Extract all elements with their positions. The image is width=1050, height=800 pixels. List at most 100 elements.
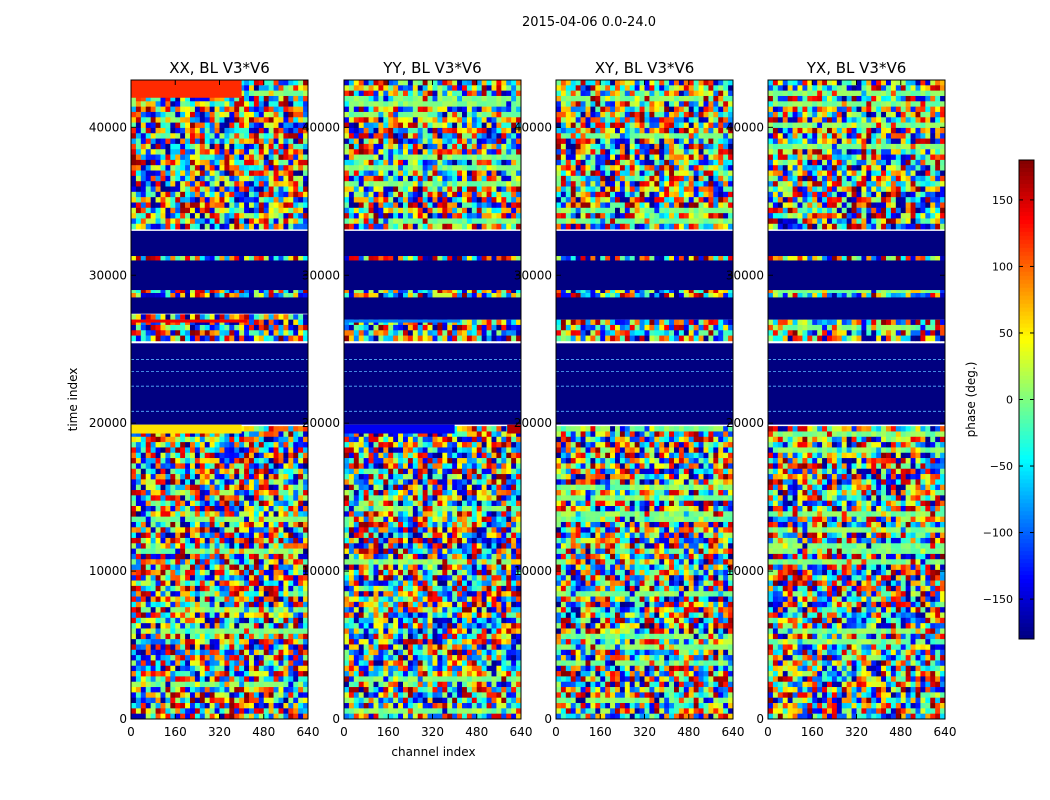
- colorbar-segment: [1019, 607, 1034, 612]
- colorbar-segment: [1019, 223, 1034, 229]
- colorbar-segment: [1019, 495, 1034, 500]
- colorbar-segment: [1019, 451, 1034, 456]
- panel-title: XY, BL V3*V6: [595, 59, 695, 77]
- colorbar-segment: [1019, 399, 1034, 404]
- x-tick-label: 160: [164, 725, 187, 739]
- flagged-band: [131, 343, 308, 425]
- colorbar-segment: [1019, 239, 1034, 245]
- highlight-segment: [131, 424, 242, 434]
- colorbar-segment: [1019, 395, 1034, 400]
- colorbar-segment: [1019, 467, 1034, 472]
- colorbar-segment: [1019, 219, 1034, 225]
- y-tick-label: 10000: [726, 564, 764, 578]
- y-tick-label: 0: [332, 712, 340, 726]
- colorbar-segment: [1019, 207, 1034, 213]
- flagged-band: [344, 260, 521, 291]
- colorbar-segment: [1019, 359, 1034, 364]
- y-tick-label: 20000: [302, 416, 340, 430]
- x-tick-label: 320: [208, 725, 231, 739]
- x-tick-label: 160: [377, 725, 400, 739]
- flagged-band: [344, 343, 521, 425]
- y-tick-label: 40000: [302, 120, 340, 134]
- colorbar-segment: [1019, 160, 1034, 165]
- colorbar-segment: [1019, 635, 1034, 640]
- highlight-segment: [507, 424, 521, 434]
- colorbar-segment: [1019, 583, 1034, 588]
- colorbar-segment: [1019, 315, 1034, 321]
- y-tick-label: 0: [756, 712, 764, 726]
- colorbar-segment: [1019, 435, 1034, 440]
- colorbar-segment: [1019, 531, 1034, 536]
- colorbar-segment: [1019, 543, 1034, 548]
- colorbar-segment: [1019, 327, 1034, 333]
- colorbar-tick-label: 100: [992, 260, 1013, 273]
- y-tick-label: 30000: [514, 268, 552, 282]
- colorbar-segment: [1019, 431, 1034, 436]
- colorbar-segment: [1019, 303, 1034, 309]
- colorbar-segment: [1019, 627, 1034, 632]
- colorbar-segment: [1019, 331, 1034, 337]
- colorbar-segment: [1019, 235, 1034, 241]
- colorbar-segment: [1019, 403, 1034, 408]
- colorbar-segment: [1019, 619, 1034, 624]
- colorbar-segment: [1019, 339, 1034, 345]
- flagged-band: [556, 230, 733, 257]
- colorbar-segment: [1019, 443, 1034, 448]
- panel-title: YY, BL V3*V6: [382, 59, 481, 77]
- colorbar-segment: [1019, 175, 1034, 181]
- colorbar-segment: [1019, 511, 1034, 516]
- colorbar-segment: [1019, 171, 1034, 177]
- colorbar-segment: [1019, 211, 1034, 217]
- colorbar-segment: [1019, 215, 1034, 221]
- colorbar-segment: [1019, 351, 1034, 356]
- colorbar-segment: [1019, 499, 1034, 504]
- colorbar-segment: [1019, 347, 1034, 352]
- y-tick-label: 20000: [514, 416, 552, 430]
- colorbar-segment: [1019, 591, 1034, 596]
- x-tick-label: 320: [421, 725, 444, 739]
- colorbar-segment: [1019, 343, 1034, 349]
- colorbar-segment: [1019, 319, 1034, 325]
- x-tick-label: 640: [297, 725, 320, 739]
- panel-1: XX, BL V3*V6 0 160 320 480 640 0 10000 20000 3000…: [66, 59, 319, 739]
- colorbar-segment: [1019, 263, 1034, 269]
- colorbar-segment: [1019, 247, 1034, 253]
- colorbar-segment: [1019, 615, 1034, 620]
- colorbar-segment: [1019, 311, 1034, 317]
- y-tick-label: 10000: [302, 564, 340, 578]
- colorbar-segment: [1019, 407, 1034, 412]
- colorbar-segment: [1019, 243, 1034, 249]
- colorbar-segment: [1019, 299, 1034, 305]
- y-tick-label: 30000: [726, 268, 764, 282]
- colorbar: 150 100 50 0 −50 −100 −150 phase (deg.): [964, 159, 1035, 640]
- colorbar-segment: [1019, 391, 1034, 396]
- colorbar-segment: [1019, 483, 1034, 488]
- y-tick-label: 30000: [89, 268, 127, 282]
- colorbar-segment: [1019, 367, 1034, 372]
- colorbar-segment: [1019, 195, 1034, 201]
- highlight-segment: [131, 319, 248, 323]
- colorbar-segment: [1019, 287, 1034, 293]
- colorbar-segment: [1019, 355, 1034, 360]
- x-tick-label: 480: [889, 725, 912, 739]
- colorbar-segment: [1019, 599, 1034, 604]
- colorbar-segment: [1019, 255, 1034, 261]
- colorbar-label: phase (deg.): [964, 362, 978, 438]
- colorbar-segment: [1019, 199, 1034, 205]
- x-tick-label: 0: [340, 725, 348, 739]
- x-tick-label: 0: [127, 725, 135, 739]
- flagged-band: [768, 260, 945, 291]
- colorbar-tick-label: −150: [983, 593, 1013, 606]
- colorbar-segment: [1019, 163, 1034, 169]
- flagged-band: [556, 260, 733, 291]
- phase-image: [768, 80, 946, 720]
- colorbar-segment: [1019, 323, 1034, 329]
- colorbar-segment: [1019, 291, 1034, 297]
- x-tick-label: 160: [589, 725, 612, 739]
- colorbar-segment: [1019, 283, 1034, 289]
- colorbar-segment: [1019, 603, 1034, 608]
- colorbar-segment: [1019, 379, 1034, 384]
- colorbar-segment: [1019, 231, 1034, 237]
- x-axis-label: channel index: [391, 745, 475, 759]
